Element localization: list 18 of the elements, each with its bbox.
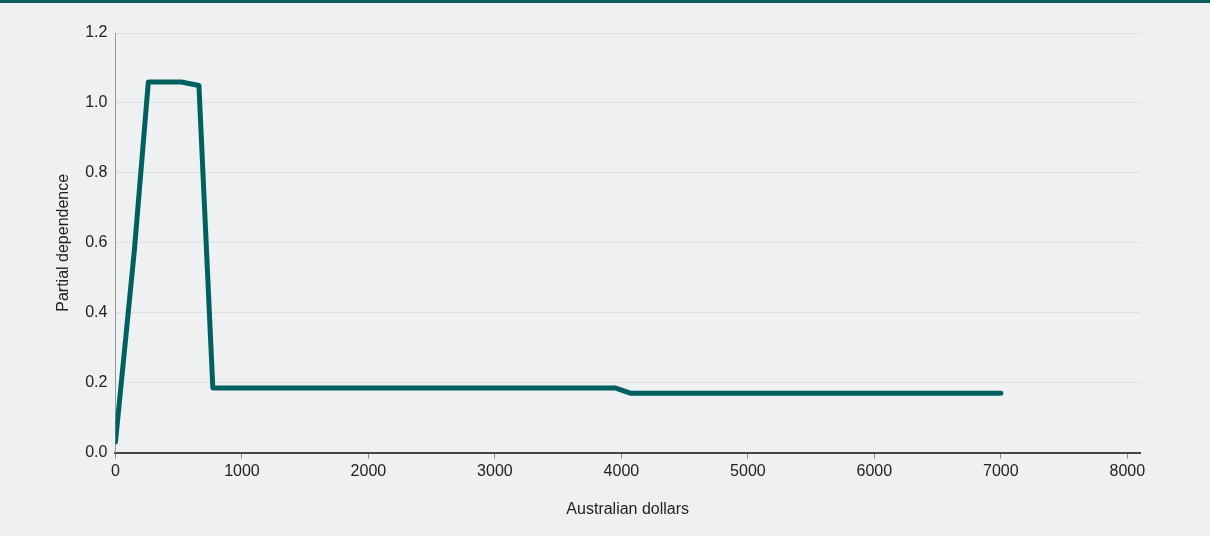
x-tick-label: 0 (110, 461, 120, 479)
y-tick-label: 0.0 (85, 443, 108, 461)
x-tick-label: 2000 (350, 461, 387, 479)
y-axis-title: Partial dependence (54, 173, 72, 312)
x-axis-title: Australian dollars (566, 499, 690, 517)
y-tick-label: 1.2 (85, 23, 108, 41)
y-tick-label: 0.8 (85, 163, 108, 181)
y-tick-label: 1.0 (85, 93, 108, 111)
y-tick-label: 0.2 (85, 373, 108, 391)
y-tick-label: 0.4 (85, 303, 108, 321)
x-tick-label: 6000 (856, 461, 893, 479)
x-tick-label: 5000 (730, 461, 766, 479)
y-tick-label: 0.6 (85, 233, 108, 251)
x-tick-label: 3000 (477, 461, 513, 479)
x-tick-label: 4000 (603, 461, 640, 479)
x-tick-label: 1000 (224, 461, 260, 479)
x-tick-label: 7000 (983, 461, 1019, 479)
x-tick-label: 8000 (1109, 461, 1146, 479)
